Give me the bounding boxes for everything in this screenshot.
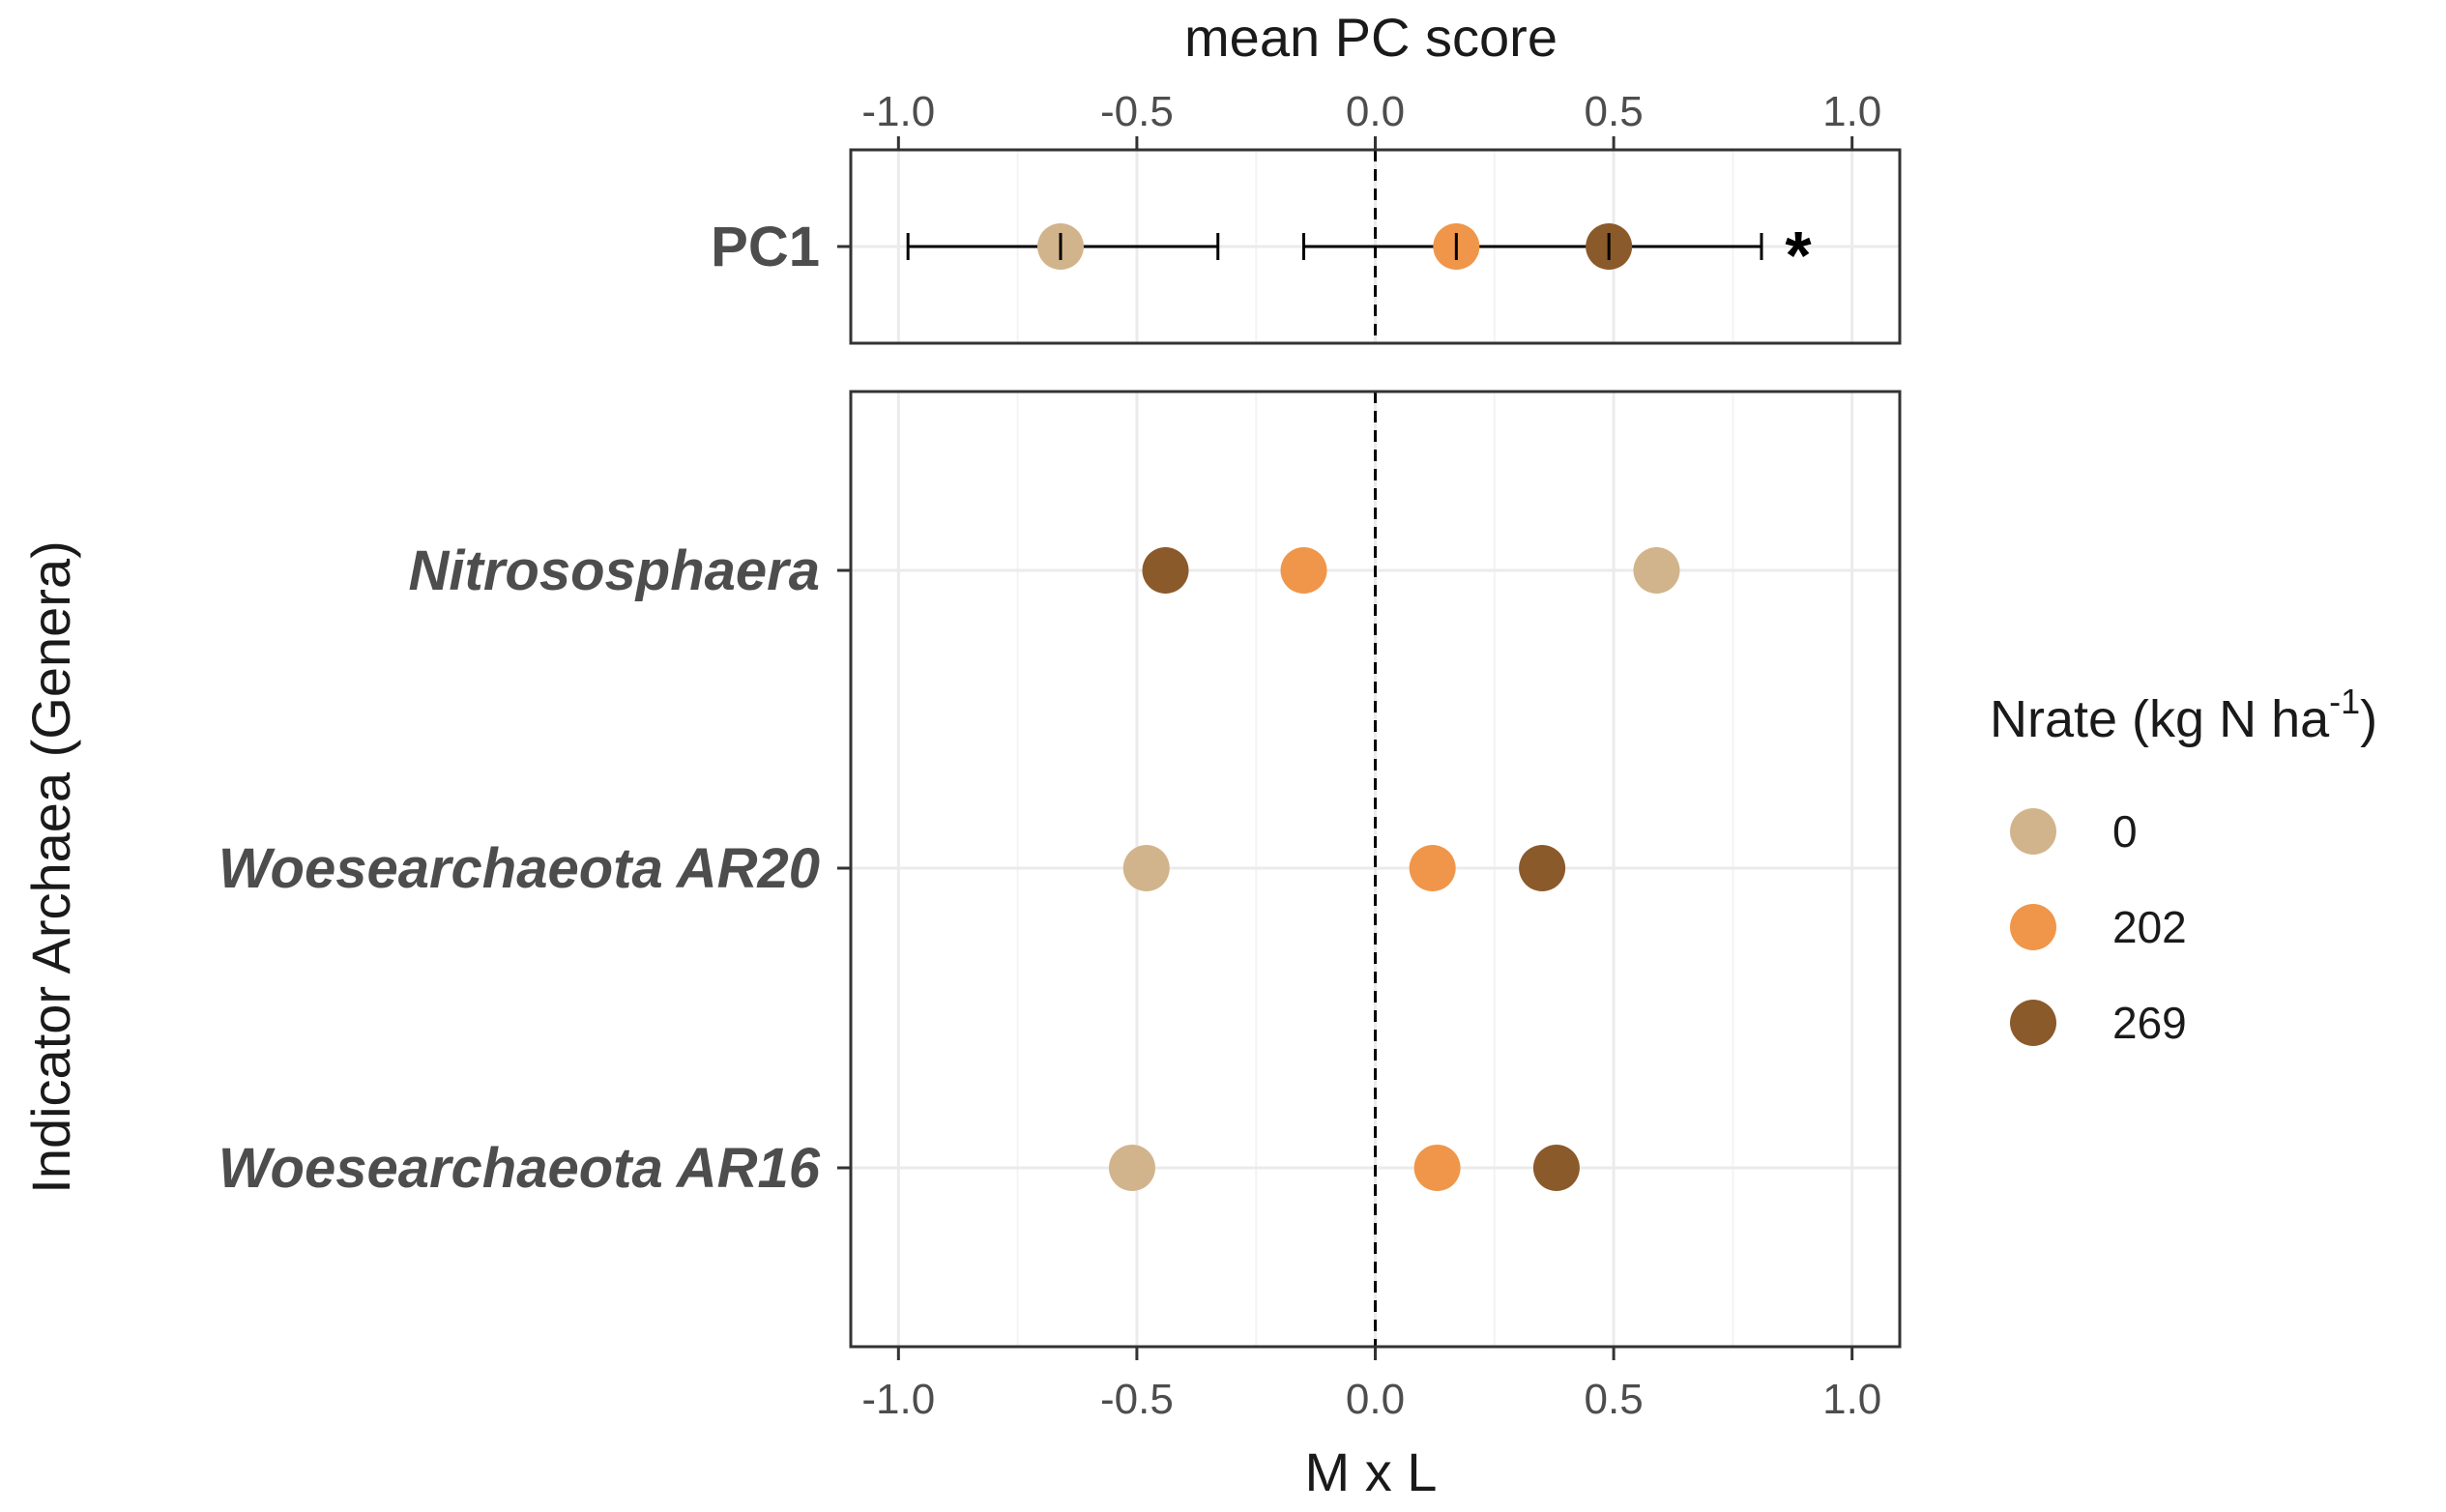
legend-title-prefix: Nrate (kg N ha <box>1990 690 2330 748</box>
bottom-points <box>1108 547 1680 1191</box>
x-tick-label: 1.0 <box>1822 1376 1881 1423</box>
point-202-0 <box>1280 547 1327 594</box>
top-errorbars <box>906 233 1763 260</box>
top-axis-title: mean PC score <box>1184 7 1558 68</box>
category-label: Woesearchaeota AR16 <box>218 1137 821 1200</box>
point-202-2 <box>1413 1145 1461 1191</box>
legend-title-suffix: ) <box>2360 690 2377 748</box>
legend-title: Nrate (kg N ha-1) <box>1990 682 2377 748</box>
legend: Nrate (kg N ha-1) 0 202 269 <box>1990 682 2377 1048</box>
x-tick-label: -1.0 <box>861 88 935 135</box>
significance-annotation: * <box>1785 218 1812 293</box>
top-panel: -1.0 -0.5 0.0 0.5 1.0 PC1 * <box>711 88 1902 345</box>
category-label: Woesearchaeota AR20 <box>218 837 820 900</box>
legend-label-0: 0 <box>2112 806 2138 857</box>
x-tick-label: 1.0 <box>1822 88 1881 135</box>
bottom-axis-ticks: -1.0 -0.5 0.0 0.5 1.0 <box>861 1347 1881 1423</box>
x-tick-label: 0.5 <box>1585 88 1644 135</box>
legend-swatch-202 <box>2010 904 2056 950</box>
point-269-1 <box>1519 845 1566 891</box>
bottom-category-labels: Nitrososphaera Woesearchaeota AR20 Woesear… <box>218 539 851 1200</box>
legend-entries: 0 202 269 <box>2010 806 2187 1048</box>
legend-swatch-0 <box>2010 808 2056 855</box>
point-269-0 <box>1142 547 1189 594</box>
top-points <box>1037 223 1633 270</box>
x-tick-label: -0.5 <box>1100 1376 1174 1423</box>
x-tick-label: 0.5 <box>1585 1376 1644 1423</box>
y-axis-title: Indicator Archaea (Genera) <box>20 540 81 1193</box>
point-202-1 <box>1409 845 1456 891</box>
point-0-2 <box>1108 1145 1155 1191</box>
x-tick-label: -1.0 <box>861 1376 935 1423</box>
x-tick-label: 0.0 <box>1346 1376 1405 1423</box>
top-category-labels: PC1 <box>711 216 851 278</box>
x-tick-label: -0.5 <box>1100 88 1174 135</box>
legend-label-269: 269 <box>2112 998 2187 1048</box>
x-tick-label: 0.0 <box>1346 88 1405 135</box>
category-label: PC1 <box>711 216 820 278</box>
category-label: Nitrososphaera <box>409 539 820 602</box>
legend-swatch-269 <box>2010 1000 2056 1046</box>
bottom-axis-title: M x L <box>1305 1441 1438 1502</box>
point-0-1 <box>1122 845 1170 891</box>
bottom-panel: -1.0 -0.5 0.0 0.5 1.0 Nitrososphaera Woesearc… <box>218 390 1902 1423</box>
top-axis-ticks: -1.0 -0.5 0.0 0.5 1.0 <box>861 88 1881 150</box>
legend-label-202: 202 <box>2112 902 2187 952</box>
point-269-2 <box>1532 1145 1580 1191</box>
point-0-0 <box>1633 547 1680 594</box>
legend-title-superscript: -1 <box>2329 682 2360 721</box>
